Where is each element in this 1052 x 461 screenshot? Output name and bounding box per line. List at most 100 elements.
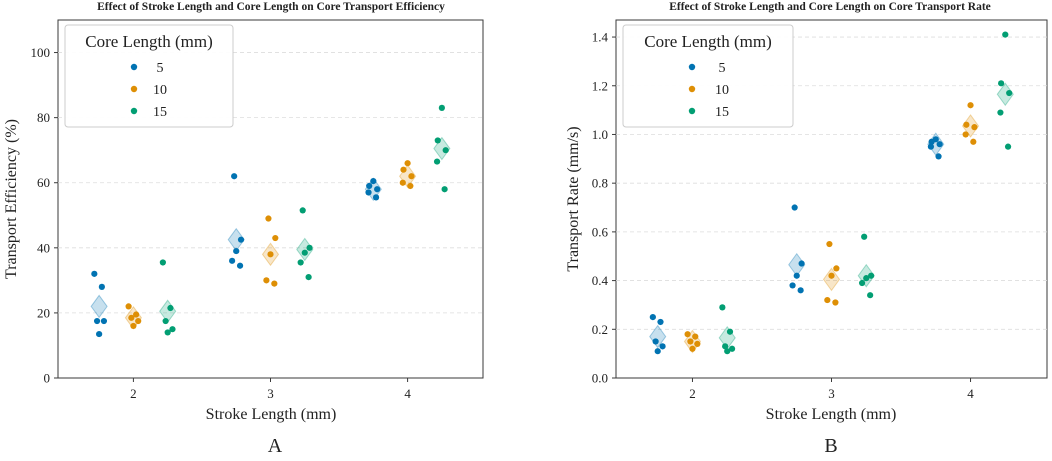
- data-point: [861, 233, 868, 240]
- data-point: [125, 303, 132, 310]
- legend-label-15: 15: [715, 105, 729, 120]
- legend-label-5: 5: [719, 61, 726, 76]
- data-point: [370, 178, 377, 185]
- data-point: [408, 173, 415, 180]
- data-point: [654, 348, 661, 355]
- data-marks: [649, 31, 1014, 355]
- data-point: [828, 272, 835, 279]
- data-point: [96, 330, 103, 338]
- x-tick-label: 3: [267, 386, 274, 401]
- data-point: [366, 182, 373, 190]
- legend-marker-15: [130, 107, 138, 115]
- data-point: [164, 329, 171, 336]
- data-point: [299, 207, 306, 214]
- data-point: [728, 345, 736, 352]
- data-point: [692, 333, 699, 340]
- x-tick-label: 4: [967, 386, 974, 401]
- y-tick-label: 20: [37, 305, 50, 320]
- y-tick-label: 100: [31, 45, 51, 60]
- data-point: [936, 141, 943, 148]
- data-point: [236, 262, 244, 269]
- data-point: [719, 304, 726, 311]
- data-point: [797, 287, 804, 294]
- data-point: [265, 215, 272, 222]
- data-point: [1002, 31, 1009, 38]
- data-point: [306, 244, 313, 251]
- data-point: [928, 138, 935, 145]
- y-tick-label: 60: [37, 175, 50, 190]
- data-point: [858, 279, 866, 287]
- panel-letter-b: B: [824, 435, 837, 456]
- data-point: [793, 272, 800, 279]
- y-tick-label: 0.4: [592, 273, 609, 288]
- data-point: [687, 338, 694, 345]
- data-point: [237, 236, 245, 243]
- y-axis-ticks: 0 20 40 60 80 100: [31, 45, 58, 386]
- data-point: [657, 318, 664, 326]
- panel-b-rate-chart: Effect of Stroke Length and Core Length …: [565, 1, 1048, 457]
- y-axis-label: Transport Rate (mm/s): [565, 126, 582, 271]
- data-point: [301, 249, 308, 256]
- y-tick-label: 0.0: [592, 371, 608, 386]
- y-tick-label: 0.2: [592, 322, 608, 337]
- legend-title: Core Length (mm): [644, 32, 771, 51]
- data-point: [130, 322, 137, 330]
- x-axis-ticks: 2 3 4: [689, 378, 974, 401]
- data-point: [231, 173, 238, 180]
- legend-label-10: 10: [715, 83, 729, 98]
- y-tick-label: 40: [37, 240, 50, 255]
- data-point: [1006, 89, 1013, 97]
- x-axis-ticks: 2 3 4: [130, 378, 411, 401]
- chart-title: Effect of Stroke Length and Core Length …: [97, 1, 445, 13]
- y-tick-label: 0: [44, 371, 51, 386]
- data-point: [93, 317, 101, 325]
- x-tick-label: 2: [130, 386, 137, 401]
- y-tick-label: 80: [37, 110, 50, 125]
- x-axis-label: Stroke Length (mm): [206, 406, 337, 423]
- data-point: [407, 182, 414, 190]
- data-point: [997, 109, 1004, 116]
- data-point: [967, 102, 974, 109]
- data-point: [791, 204, 798, 211]
- panel-letter-a: A: [268, 435, 283, 456]
- data-point: [832, 299, 839, 306]
- data-point: [263, 277, 270, 284]
- legend-box: [622, 24, 794, 128]
- data-point: [267, 251, 274, 258]
- data-point: [400, 166, 407, 173]
- legend-label-10: 10: [153, 83, 167, 98]
- data-point: [100, 317, 108, 325]
- data-point: [305, 274, 312, 281]
- data-point: [659, 343, 666, 350]
- y-tick-label: 1.0: [592, 127, 608, 142]
- legend-label-15: 15: [153, 105, 167, 120]
- data-point: [162, 317, 169, 325]
- legend-marker-10: [688, 85, 696, 93]
- data-point: [128, 314, 135, 321]
- data-point: [133, 311, 140, 318]
- x-tick-label: 4: [404, 386, 411, 401]
- data-point: [863, 275, 870, 282]
- data-point: [824, 296, 831, 304]
- data-point: [434, 137, 441, 144]
- x-tick-label: 3: [828, 386, 835, 401]
- data-point: [372, 194, 380, 201]
- legend-title: Core Length (mm): [85, 32, 212, 51]
- data-point: [98, 283, 105, 290]
- data-point: [971, 124, 978, 131]
- data-point: [441, 186, 448, 193]
- data-point: [927, 143, 935, 150]
- data-point: [684, 331, 691, 338]
- data-point: [935, 153, 942, 160]
- data-point: [726, 328, 734, 335]
- legend-marker-5: [688, 63, 696, 71]
- data-point: [724, 348, 731, 355]
- legend: Core Length (mm) 5 10 15: [64, 24, 234, 128]
- data-point: [867, 292, 874, 299]
- data-point: [442, 147, 449, 154]
- chart-title: Effect of Stroke Length and Core Length …: [669, 1, 991, 13]
- y-tick-label: 1.2: [592, 78, 608, 93]
- x-tick-label: 2: [689, 386, 696, 401]
